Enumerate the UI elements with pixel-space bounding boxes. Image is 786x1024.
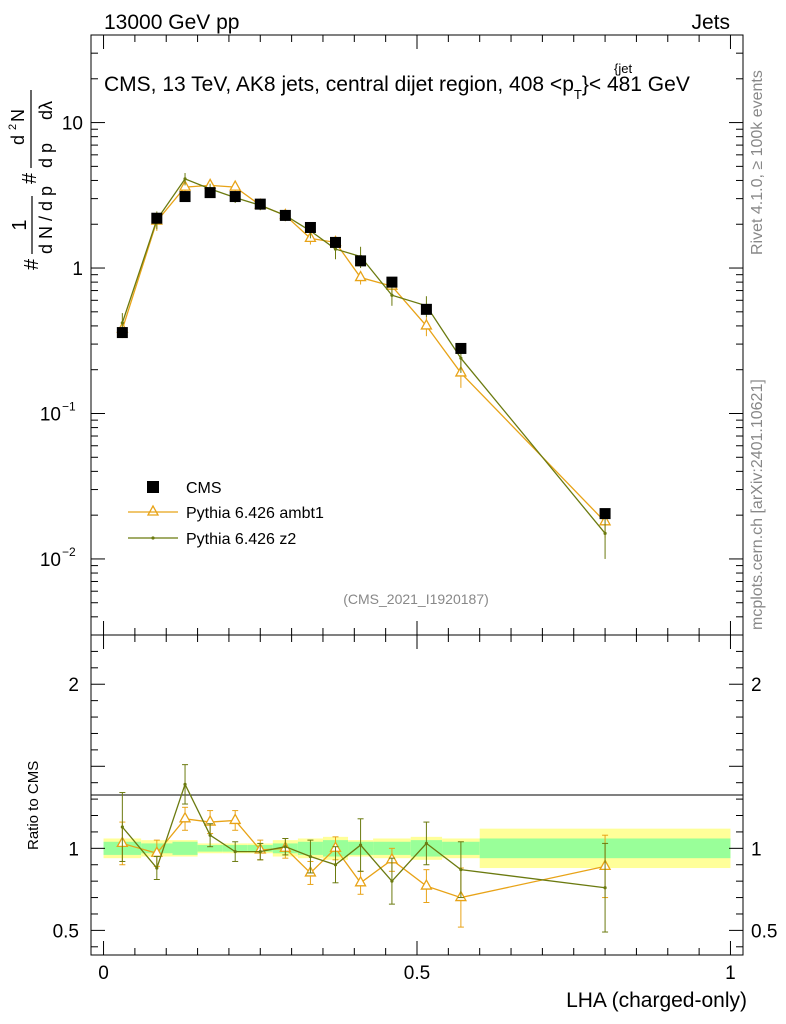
uncertainty-bands [103,828,731,869]
cms-point-3 [204,187,216,199]
y-tick-label-main-3: 10 [62,114,83,135]
marker-main-z2 [390,293,394,297]
title-sub: T [574,87,582,102]
marker-ratio-z2 [459,868,463,872]
analysis-id: (CMS_2021_I1920187) [343,591,489,607]
title-main: CMS, 13 TeV, AK8 jets, central dijet reg… [104,73,574,96]
cms-point-12 [455,342,467,354]
svg-text:2: 2 [7,124,19,130]
cms-point-6 [279,209,291,221]
marker-ratio-ambt1 [354,875,367,887]
y-axis-label-main: # 1 d N / d p # d 2 N d p dλ [7,90,56,270]
cms-point-1 [151,212,163,224]
y-tick-label-ratio-left-0: 0.5 [53,921,79,942]
cms-point-0 [116,327,128,339]
y-tick-label-ratio-left-2: 2 [68,675,79,696]
marker-ratio-z2 [208,833,212,837]
cms-point-8 [330,236,341,248]
marker-main-ambt1 [420,318,433,330]
y-tick-label-ratio-right-2: 2 [751,675,762,696]
legend-marker-cms [147,481,159,493]
y-tick-label-ratio-right-1: 1 [751,839,762,860]
marker-ratio-z2 [308,854,313,859]
x-tick-label-2: 1 [725,963,736,984]
legend-marker-z2 [151,536,155,540]
svg-text:d: d [8,135,28,145]
y-tick-label-main-2: 1 [72,259,83,280]
cms-point-11 [420,303,432,315]
marker-ratio-z2 [120,825,124,829]
marker-main-z2 [333,247,338,251]
marker-ratio-z2 [424,841,429,846]
marker-ratio-z2 [258,850,262,854]
marker-ratio-z2 [358,843,363,847]
mc-curves-main [116,173,612,559]
svg-text:d p: d p [36,143,56,168]
marker-main-ambt1 [354,270,367,282]
cms-data-main [116,187,611,520]
marker-ratio-z2 [233,850,237,854]
cms-point-10 [386,276,398,288]
svg-text:N: N [8,109,28,122]
marker-main-z2 [459,356,463,360]
marker-main-z2 [120,321,124,325]
marker-main-ambt1 [178,179,192,191]
band-inner-3 [197,845,223,852]
x-tick-label-1: 0.5 [404,963,430,984]
legend-label-z2: Pythia 6.426 z2 [186,531,296,548]
y-axis-label-ratio: Ratio to CMS [25,761,42,850]
curve-main-ambt1 [121,184,606,523]
marker-ratio-z2 [390,879,394,883]
title-sup: {jet [614,61,632,76]
y-tick-exp-main-0: −2 [62,545,76,559]
legend: CMS Pythia 6.426 ambt1 Pythia 6.426 z2 [128,480,324,548]
legend-marker-ambt1 [146,504,160,516]
marker-ratio-z2 [603,886,607,890]
jets-label: Jets [691,11,730,34]
cms-point-2 [179,191,191,203]
legend-label-cms: CMS [186,480,222,497]
marker-main-z2 [603,531,607,535]
energy-label: 13000 GeV pp [104,11,239,34]
mcplots-label: mcplots.cern.ch [arXiv:2401.10621] [749,379,766,630]
svg-text:dλ: dλ [36,101,56,120]
cms-point-4 [229,191,241,203]
svg-text:#: # [19,172,41,184]
x-axis-label: LHA (charged-only) [566,989,747,1012]
curve-main-z2 [121,178,606,534]
y-tick-label-ratio-right-0: 0.5 [751,921,777,942]
marker-ratio-z2 [283,845,287,849]
cms-point-5 [254,198,266,210]
y-tick-label-ratio-left-1: 1 [68,839,79,860]
chart-title: CMS, 13 TeV, AK8 jets, central dijet reg… [104,73,690,102]
marker-ratio-z2 [155,866,159,870]
marker-ratio-ambt1 [420,878,433,890]
legend-label-ambt1: Pythia 6.426 ambt1 [186,505,324,522]
rivet-label: Rivet 4.1.0, ≥ 100k events [749,70,766,255]
y-tick-label-main-1: 10 [40,404,61,425]
cms-point-7 [304,221,316,233]
title-tail: }< 481 GeV [582,73,690,96]
mc-curves-ratio [116,764,612,933]
marker-main-ambt1 [229,179,242,191]
marker-ratio-z2 [183,782,187,786]
svg-text:d N / d p: d N / d p [36,186,56,254]
svg-text:#: # [21,258,43,270]
curve-ratio-z2 [121,782,606,889]
y-tick-exp-main-1: −1 [62,399,76,413]
cms-point-9 [355,255,367,267]
marker-ratio-z2 [333,863,338,867]
x-tick-label-0: 0 [98,963,109,984]
svg-text:1: 1 [9,219,31,230]
marker-ratio-ambt1 [229,813,242,825]
marker-ratio-ambt1 [178,811,192,823]
y-tick-label-main-0: 10 [40,550,61,571]
marker-main-z2 [183,177,187,181]
cms-point-13 [599,508,611,520]
band-inner-2 [172,841,198,855]
